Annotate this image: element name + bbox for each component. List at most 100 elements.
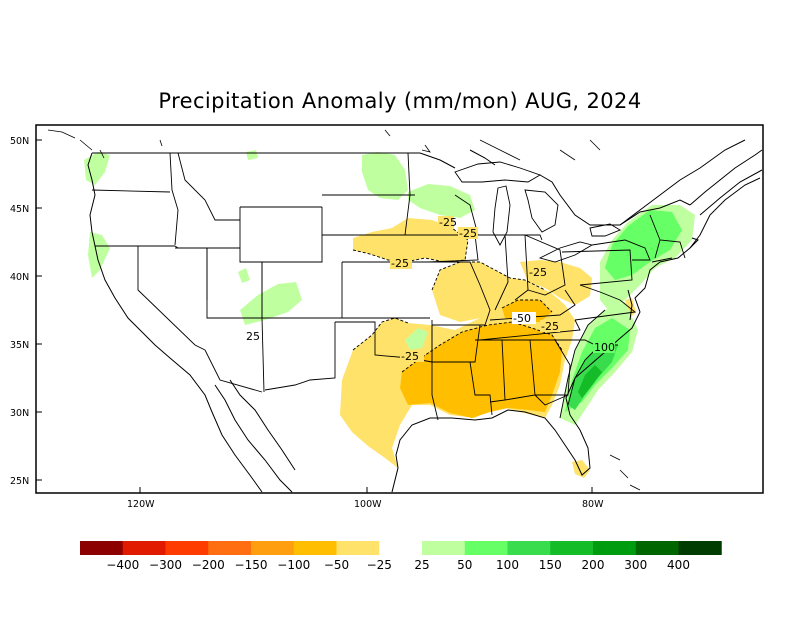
legend-swatch	[593, 541, 637, 555]
legend-label: 100	[496, 558, 519, 572]
minnesota-west-border	[404, 152, 411, 236]
newyork-border	[591, 239, 651, 261]
dry-region-florida-tip	[572, 460, 590, 478]
colorado-border	[261, 262, 343, 319]
legend-swatch	[507, 541, 551, 555]
pennsylvania-border	[561, 249, 633, 286]
cape-cod	[689, 237, 699, 249]
small-islands	[47, 129, 641, 491]
lake-michigan	[492, 185, 511, 246]
wetter-region-northeast	[605, 210, 682, 280]
hudson-bay-coast	[469, 149, 496, 166]
georgia-border	[530, 339, 571, 396]
legend-label: 50	[457, 558, 473, 572]
legend-swatch	[635, 541, 679, 555]
long-island	[651, 257, 673, 263]
legend-label: −200	[191, 558, 225, 572]
lat-label-30n: 30N	[10, 408, 29, 419]
washington-oregon-border	[91, 189, 171, 193]
legend-swatch	[379, 541, 423, 555]
newmexico-east-border	[264, 322, 336, 391]
bahamas	[609, 454, 641, 491]
legend-swatch	[293, 541, 337, 555]
lake-ontario	[589, 223, 622, 237]
lat-label-40n: 40N	[10, 272, 29, 283]
wet-region-north-dakota	[362, 152, 408, 200]
wet-region-oregon-coast	[88, 232, 110, 278]
contour-label-ohio-valley: -25	[529, 266, 547, 279]
lon-label-80w: 80W	[582, 499, 604, 510]
map-title: Precipitation Anomaly (mm/mon) AUG, 2024	[158, 89, 642, 113]
legend-swatch	[464, 541, 508, 555]
contour-label-central-plains: -25	[391, 257, 409, 270]
legend-color-bar	[80, 541, 722, 555]
ohio-border	[524, 234, 566, 296]
gulf-of-california	[229, 379, 296, 471]
chesapeake-bay	[627, 289, 633, 321]
state-boundaries	[91, 152, 686, 421]
legend-label: 200	[581, 558, 605, 572]
anomaly-fills	[84, 150, 695, 478]
legend-label: −25	[366, 558, 392, 572]
great-lakes	[454, 161, 622, 263]
contour-label-lower-mississippi: -25	[401, 350, 419, 363]
mississippi-border	[475, 339, 506, 403]
legend-label: −300	[149, 558, 182, 572]
lon-label-100w: 100W	[354, 499, 382, 510]
axis-labels: 50N 45N 40N 35N 30N 25N 120W 100W 80W	[10, 136, 604, 510]
contour-label-arizona: 25	[246, 330, 260, 343]
tennessee-border	[479, 319, 581, 341]
wet-region-colorado-plateau	[240, 282, 302, 325]
florida-border	[534, 394, 569, 406]
canada-border-east	[419, 152, 691, 226]
wettest-region-georgia-coast	[578, 365, 602, 398]
new-england-borders	[649, 214, 686, 259]
california-nevada-border	[137, 246, 206, 351]
legend-label: 150	[538, 558, 562, 572]
canada-maritimes	[689, 149, 763, 216]
contour-dry-southern	[352, 261, 546, 351]
very-dry-region-gulf-coast	[400, 322, 562, 418]
wet-region-washington	[84, 152, 110, 185]
legend-swatch	[422, 541, 466, 555]
montana-idaho-border	[177, 152, 240, 221]
st-lawrence	[619, 139, 746, 226]
legend-swatch	[165, 541, 209, 555]
dry-region-central-plains	[353, 218, 468, 262]
legend-swatch	[80, 541, 124, 555]
legend-swatch	[678, 541, 722, 555]
lon-label-120w: 120W	[127, 499, 155, 510]
wet-region-montana-spot	[246, 150, 258, 160]
illinois-border	[478, 234, 509, 311]
contour-label-group: -25 -25 -25 -25 -25 -50 -25 25 100	[246, 216, 615, 363]
contour-label-appalachia: -25	[541, 320, 559, 333]
baja-coast	[214, 384, 293, 493]
axis-ticks	[36, 139, 593, 493]
legend-label: 400	[667, 558, 690, 572]
legend-swatch	[122, 541, 166, 555]
wyoming-border	[239, 207, 323, 263]
nevada-east-border	[174, 245, 208, 300]
wet-region-minnesota	[408, 184, 475, 218]
coastlines	[87, 139, 763, 493]
map-frame	[35, 124, 764, 494]
virginia-border	[574, 284, 637, 321]
contour-label-carolinas: 100	[594, 341, 615, 354]
legend-swatch	[550, 541, 594, 555]
alabama-border	[502, 339, 536, 401]
canada-coast-fragments	[47, 129, 431, 159]
legend-swatch	[251, 541, 295, 555]
legend-swatch	[336, 541, 380, 555]
wisconsin-border	[454, 194, 479, 236]
atlantic-coast	[565, 177, 761, 416]
lat-label-50n: 50N	[10, 136, 29, 147]
contour-label-kentucky: -50	[513, 312, 531, 325]
lat-label-25n: 25N	[10, 476, 29, 487]
legend-swatch	[208, 541, 252, 555]
wet-region-nebraska-spot	[238, 268, 250, 283]
legend-label: 25	[414, 558, 430, 572]
pacific-coast	[87, 152, 263, 493]
lat-label-35n: 35N	[10, 340, 29, 351]
contour-label-mn: -25	[459, 227, 477, 240]
